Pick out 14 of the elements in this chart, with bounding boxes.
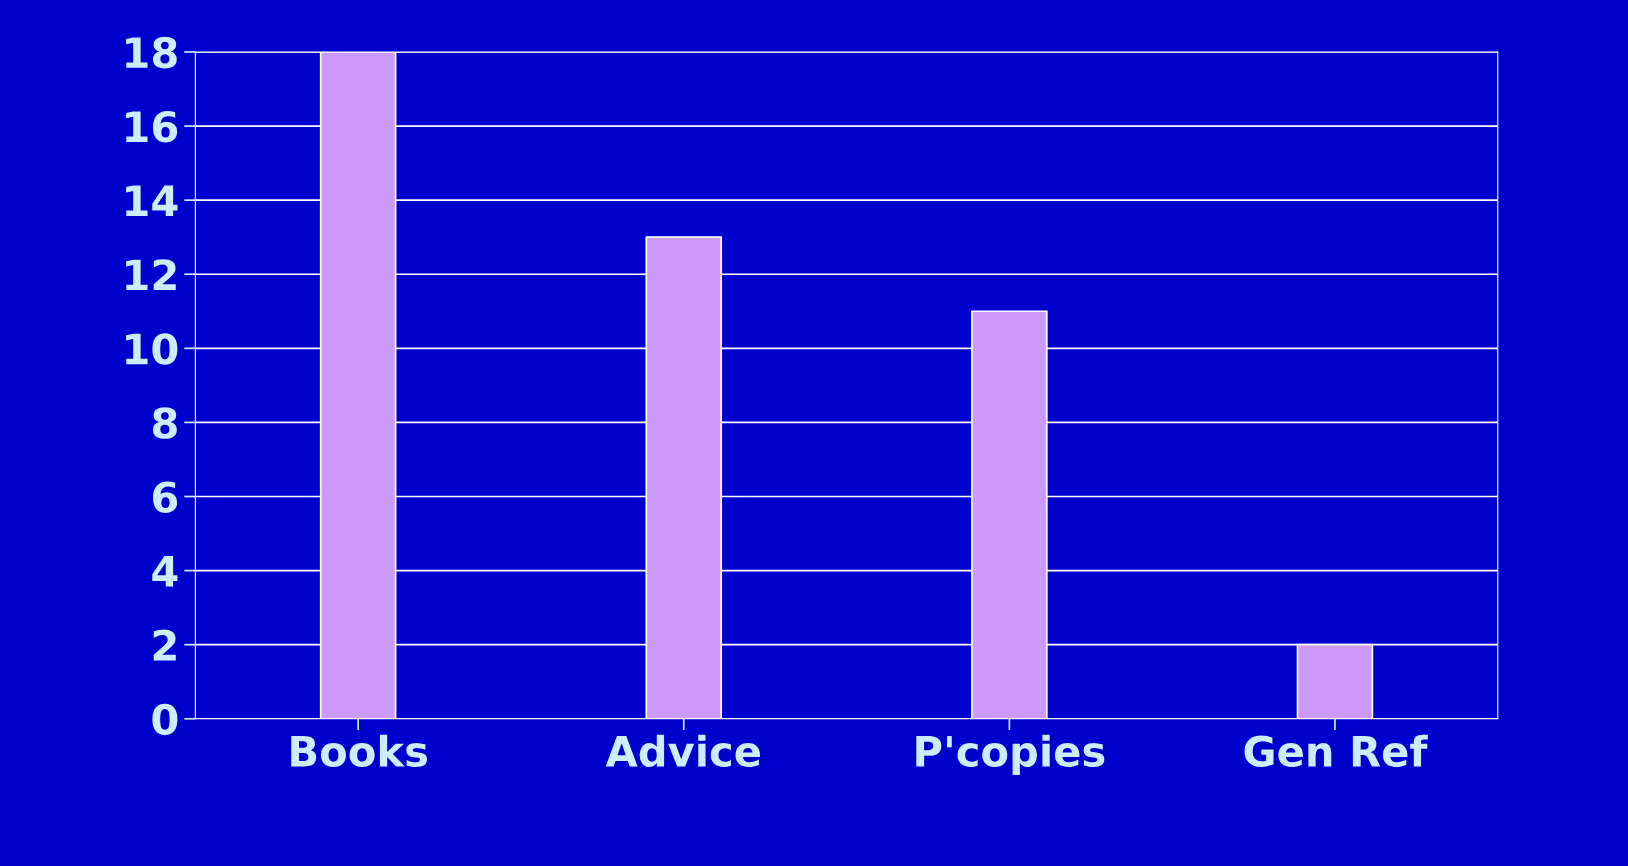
y-tick-label: 2 — [153, 629, 176, 661]
y-tick-label: 16 — [126, 111, 178, 143]
y-tick-label: 18 — [126, 36, 177, 69]
y-tick-label: 0 — [152, 703, 178, 736]
y-tick-label: 12 — [126, 259, 176, 291]
y-tick-label: 8 — [152, 407, 177, 439]
x-tick-label: Advice — [605, 734, 760, 767]
y-tick-label: 6 — [152, 481, 178, 513]
y-tick-label: 4 — [152, 556, 178, 587]
x-tick-label: Gen Ref — [1244, 734, 1428, 767]
y-tick-label: 10 — [126, 333, 178, 365]
x-tick-label: Books — [291, 734, 427, 767]
y-tick-label: 14 — [126, 185, 178, 216]
x-tick-label: P'copies — [916, 734, 1105, 776]
